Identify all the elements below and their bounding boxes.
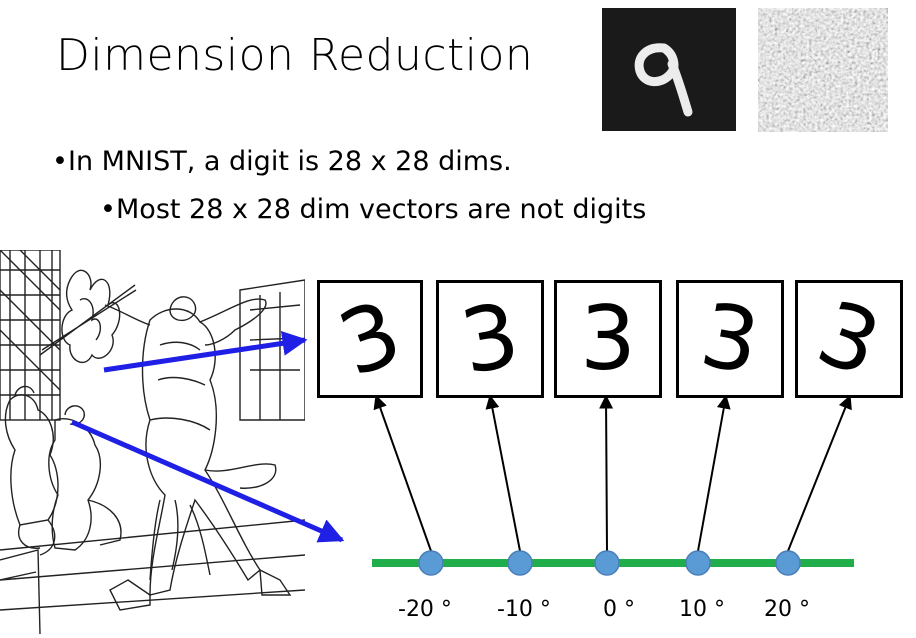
bullet-mnist-dims: •In MNIST, a digit is 28 x 28 dims.	[52, 146, 512, 177]
axis-point	[418, 550, 444, 576]
random-noise-image	[758, 8, 888, 132]
angle-label: 10 °	[679, 597, 725, 622]
noise-pattern	[758, 8, 888, 132]
connector-arrow	[485, 394, 521, 552]
angle-label: 20 °	[764, 597, 810, 622]
connector-arrow	[697, 394, 731, 552]
mnist-digit-image	[602, 8, 736, 131]
bullet-1-text: In MNIST, a digit is 28 x 28 dims.	[68, 146, 512, 177]
angle-label: -10 °	[497, 597, 551, 622]
bullet-dot: •	[100, 194, 116, 225]
slide-title: Dimension Reduction	[56, 30, 534, 81]
bullet-not-digits: •Most 28 x 28 dim vectors are not digits	[100, 194, 646, 225]
rotated-digit-box: 3	[554, 280, 662, 398]
angle-label: 0 °	[603, 597, 635, 622]
axis-point	[775, 550, 801, 576]
axis-point	[507, 550, 533, 576]
mnist-nine-glyph	[634, 43, 693, 117]
rotated-digit-box: 3	[317, 280, 423, 398]
angle-label: -20 °	[398, 597, 452, 622]
axis-point	[685, 550, 711, 576]
rotated-digit-box: 3	[795, 280, 903, 398]
illustration-line-art	[0, 249, 306, 635]
connector-arrow	[599, 394, 614, 552]
axis-point	[594, 550, 620, 576]
bullet-2-text: Most 28 x 28 dim vectors are not digits	[116, 194, 647, 225]
connector-arrow	[373, 394, 432, 552]
rotated-digit: 3	[580, 287, 636, 390]
martial-arts-illustration	[0, 249, 306, 635]
rotated-digit-box: 3	[436, 280, 544, 398]
connector-arrow	[787, 394, 852, 552]
rotated-digit: 3	[693, 282, 767, 395]
rotated-digit-box: 3	[676, 280, 784, 398]
bullet-dot: •	[52, 146, 68, 177]
rotated-digit: 3	[453, 282, 527, 395]
rotated-digit: 3	[325, 280, 414, 397]
rotated-digit: 3	[805, 280, 894, 397]
